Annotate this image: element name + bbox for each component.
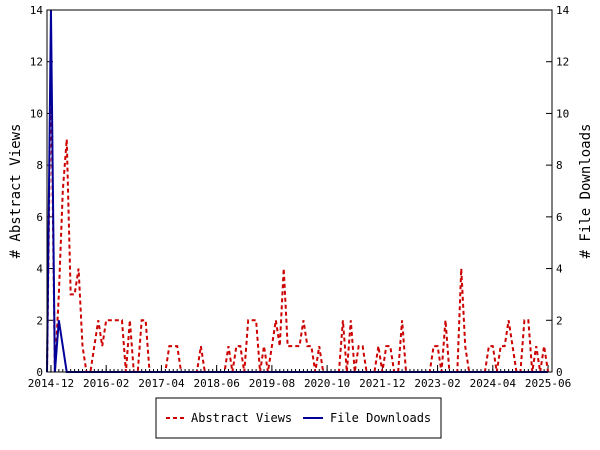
y-tick-label: 0 [36,366,43,379]
x-tick-label: 2021-12 [359,377,405,390]
y-axis-title: # Abstract Views [8,124,24,259]
series-line-file-downloads [46,9,549,373]
x-tick-label: 2019-08 [249,377,295,390]
plot-frame [46,9,553,373]
x-tick-label: 2018-06 [193,377,239,390]
legend-box [155,397,442,439]
y2-tick-label: 2 [556,314,563,327]
x-tick-label: 2020-10 [304,377,350,390]
series-line-abstract-views [46,61,550,373]
x-tick-label: 2017-04 [138,377,185,390]
y2-tick-label: 6 [556,211,563,224]
tick-marks [46,9,553,373]
y-tick-label: 14 [30,4,44,17]
x-tick-label: 2014-12 [28,377,74,390]
y2-axis-title: # File Downloads [578,124,594,259]
tick-labels: 2014-12 2016-02 2017-04 2018-06 2019-08 2020-… [28,4,571,390]
x-tick-label: 2024-04 [470,377,517,390]
y-tick-label: 2 [36,314,43,327]
y2-tick-label: 0 [556,366,563,379]
x-tick-label: 2016-02 [83,377,129,390]
y2-tick-label: 8 [556,159,563,172]
series-lines [46,9,550,373]
legend-label-abstract-views: Abstract Views [191,411,292,425]
y2-tick-label: 10 [556,107,569,120]
y-tick-label: 6 [36,211,43,224]
y2-tick-label: 14 [556,4,570,17]
y-tick-label: 12 [30,56,43,69]
y-tick-label: 8 [36,159,43,172]
y-tick-label: 10 [30,107,43,120]
y-tick-label: 4 [36,263,43,276]
legend: Abstract Views File Downloads [155,397,442,439]
x-tick-label: 2025-06 [525,377,571,390]
y2-tick-label: 12 [556,56,569,69]
y2-tick-label: 4 [556,263,563,276]
x-tick-label: 2023-02 [414,377,460,390]
legend-label-file-downloads: File Downloads [330,411,431,425]
